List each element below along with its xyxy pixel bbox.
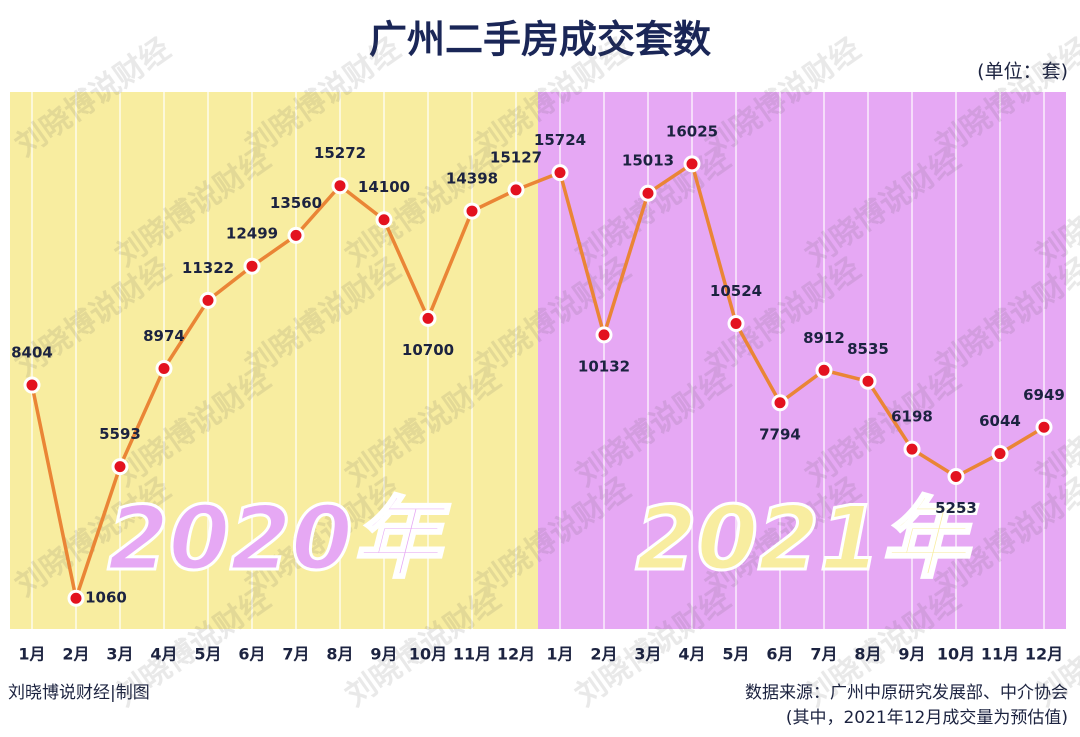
value-label: 6198 bbox=[891, 408, 933, 426]
x-tick-label: 5月 bbox=[722, 645, 749, 664]
point bbox=[815, 361, 833, 379]
x-tick-label: 9月 bbox=[370, 645, 397, 664]
value-label: 15724 bbox=[534, 131, 586, 149]
x-tick-label: 7月 bbox=[282, 645, 309, 664]
point bbox=[727, 315, 745, 333]
point bbox=[947, 468, 965, 486]
background bbox=[10, 92, 1066, 629]
value-label: 6044 bbox=[979, 412, 1021, 430]
value-label: 10700 bbox=[402, 341, 454, 359]
value-label: 5593 bbox=[99, 425, 141, 443]
period-band bbox=[10, 92, 538, 629]
x-tick-label: 4月 bbox=[150, 645, 177, 664]
x-tick-label: 8月 bbox=[326, 645, 353, 664]
point bbox=[419, 309, 437, 327]
value-label: 10524 bbox=[710, 282, 762, 300]
point bbox=[23, 376, 41, 394]
point bbox=[903, 440, 921, 458]
x-tick-label: 12月 bbox=[497, 645, 535, 664]
point bbox=[375, 211, 393, 229]
point bbox=[463, 202, 481, 220]
point bbox=[683, 155, 701, 173]
point bbox=[287, 226, 305, 244]
point bbox=[1035, 418, 1053, 436]
x-tick-label: 6月 bbox=[238, 645, 265, 664]
x-tick-label: 4月 bbox=[678, 645, 705, 664]
value-label: 10132 bbox=[578, 357, 630, 375]
value-label: 11322 bbox=[182, 259, 234, 277]
point bbox=[155, 360, 173, 378]
x-tick-label: 6月 bbox=[766, 645, 793, 664]
x-tick-label: 5月 bbox=[194, 645, 221, 664]
value-label: 8535 bbox=[847, 340, 889, 358]
x-tick-label: 11月 bbox=[981, 645, 1019, 664]
period-band bbox=[538, 92, 1066, 629]
value-label: 6949 bbox=[1023, 386, 1065, 404]
value-label: 14100 bbox=[358, 178, 410, 196]
x-tick-label: 9月 bbox=[898, 645, 925, 664]
point bbox=[111, 458, 129, 476]
x-tick-label: 2月 bbox=[590, 645, 617, 664]
value-label: 5253 bbox=[935, 499, 977, 517]
value-label: 15013 bbox=[622, 152, 674, 170]
x-tick-label: 3月 bbox=[106, 645, 133, 664]
x-tick-label: 10月 bbox=[409, 645, 447, 664]
x-tick-label: 1月 bbox=[18, 645, 45, 664]
point bbox=[199, 291, 217, 309]
point bbox=[507, 181, 525, 199]
value-label: 15272 bbox=[314, 144, 366, 162]
chart-title: 广州二手房成交套数 bbox=[369, 18, 711, 62]
x-tick-label: 1月 bbox=[546, 645, 573, 664]
source: 数据来源：广州中原研究发展部、中介协会 bbox=[745, 683, 1068, 703]
point bbox=[331, 177, 349, 195]
point bbox=[991, 445, 1009, 463]
value-label: 8912 bbox=[803, 329, 845, 347]
point bbox=[639, 184, 657, 202]
point bbox=[859, 372, 877, 390]
x-tick-label: 11月 bbox=[453, 645, 491, 664]
value-label: 12499 bbox=[226, 225, 278, 243]
x-tick-label: 2月 bbox=[62, 645, 89, 664]
point bbox=[243, 257, 261, 275]
point bbox=[551, 164, 569, 182]
footer-left: 刘晓博说财经|制图 bbox=[8, 683, 150, 703]
point bbox=[771, 394, 789, 412]
value-label: 16025 bbox=[666, 122, 718, 140]
point bbox=[595, 326, 613, 344]
source-note: (其中，2021年12月成交量为预估值) bbox=[786, 708, 1068, 728]
x-tick-label: 7月 bbox=[810, 645, 837, 664]
period-label: 2021年 bbox=[636, 487, 979, 590]
value-label: 8404 bbox=[11, 344, 53, 362]
period-label: 2020年 bbox=[108, 487, 451, 590]
value-label: 13560 bbox=[270, 194, 322, 212]
line bbox=[30, 161, 1045, 605]
point bbox=[67, 589, 85, 607]
x-tick-label: 12月 bbox=[1025, 645, 1063, 664]
unit-note: (单位：套) bbox=[977, 61, 1068, 83]
x-tick-label: 10月 bbox=[937, 645, 975, 664]
value-label: 1060 bbox=[85, 589, 127, 607]
x-tick-label: 3月 bbox=[634, 645, 661, 664]
value-label: 8974 bbox=[143, 327, 185, 345]
value-label: 14398 bbox=[446, 170, 498, 188]
x-tick-label: 8月 bbox=[854, 645, 881, 664]
value-label: 7794 bbox=[759, 425, 801, 443]
value-label: 15127 bbox=[490, 148, 542, 166]
